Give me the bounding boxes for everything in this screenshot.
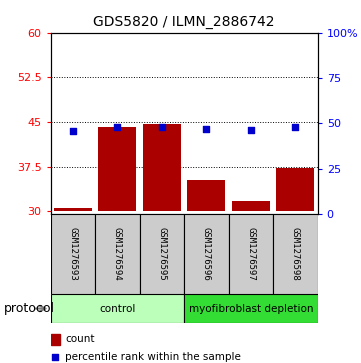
Bar xyxy=(140,214,184,294)
Text: control: control xyxy=(99,303,135,314)
Bar xyxy=(184,214,229,294)
Text: percentile rank within the sample: percentile rank within the sample xyxy=(65,352,241,362)
Text: myofibroblast depletion: myofibroblast depletion xyxy=(189,303,313,314)
Text: protocol: protocol xyxy=(4,302,55,315)
Bar xyxy=(95,214,140,294)
Bar xyxy=(229,214,273,294)
Bar xyxy=(51,214,95,294)
Title: GDS5820 / ILMN_2886742: GDS5820 / ILMN_2886742 xyxy=(93,15,275,29)
Text: GSM1276597: GSM1276597 xyxy=(247,227,255,281)
Point xyxy=(70,128,76,134)
Text: GSM1276596: GSM1276596 xyxy=(202,227,211,281)
Text: GSM1276593: GSM1276593 xyxy=(68,227,77,281)
Bar xyxy=(51,334,60,345)
Point xyxy=(292,124,298,130)
Bar xyxy=(277,168,314,211)
Bar xyxy=(273,214,318,294)
Text: GSM1276594: GSM1276594 xyxy=(113,227,122,281)
Point xyxy=(204,126,209,131)
Bar xyxy=(187,180,225,211)
Point xyxy=(114,124,120,130)
Point xyxy=(159,124,165,130)
Point xyxy=(52,354,58,359)
Bar xyxy=(99,127,136,211)
Bar xyxy=(54,208,92,211)
Text: GSM1276595: GSM1276595 xyxy=(157,227,166,281)
Bar xyxy=(184,294,318,323)
Point xyxy=(248,127,254,132)
Text: GSM1276598: GSM1276598 xyxy=(291,227,300,281)
Bar xyxy=(51,294,184,323)
Bar xyxy=(232,201,270,211)
Bar xyxy=(143,124,181,211)
Text: count: count xyxy=(65,334,95,344)
